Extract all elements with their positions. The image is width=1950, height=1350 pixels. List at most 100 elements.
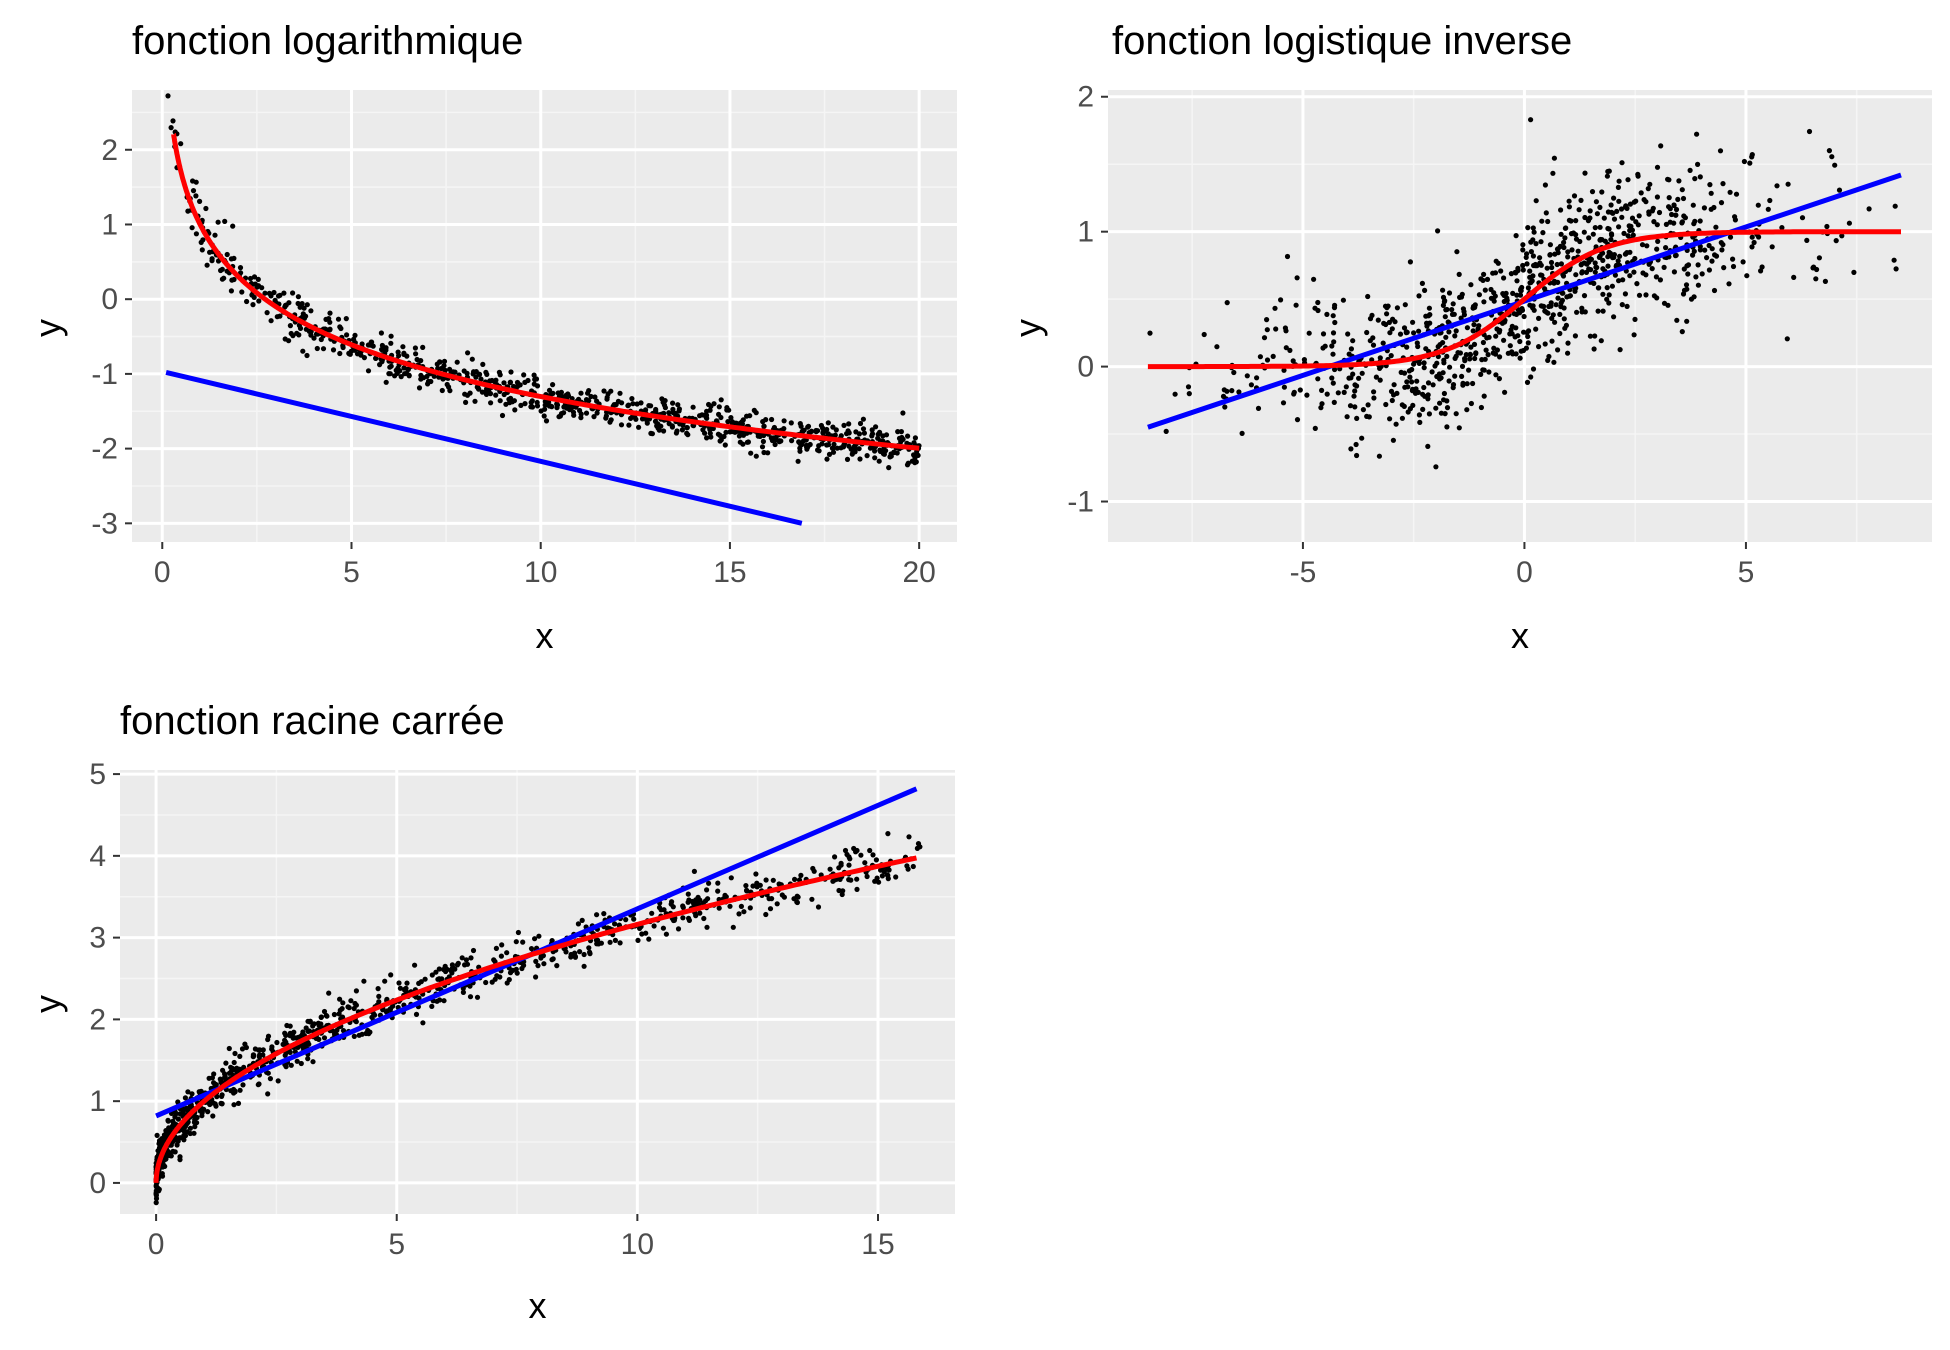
data-point [480, 361, 486, 367]
data-point [1587, 333, 1593, 339]
data-point [911, 440, 917, 446]
data-point [1402, 384, 1408, 390]
data-point [1387, 416, 1393, 422]
data-point [1530, 303, 1536, 309]
data-point [1555, 295, 1561, 301]
data-point [158, 1137, 164, 1143]
data-point [1542, 286, 1548, 292]
data-point [1462, 356, 1468, 362]
data-point [295, 294, 301, 300]
data-point [914, 845, 921, 851]
data-point [337, 1007, 343, 1013]
data-point [321, 1008, 328, 1015]
data-point [1389, 397, 1395, 404]
data-point [736, 433, 743, 439]
data-point [412, 345, 418, 351]
data-point [626, 422, 632, 428]
data-point [1755, 202, 1761, 208]
data-point [219, 1092, 225, 1098]
data-point [251, 274, 258, 280]
data-point [1444, 353, 1450, 359]
data-point [313, 331, 320, 337]
data-point [231, 1059, 237, 1066]
data-point [1364, 413, 1370, 419]
data-point [660, 925, 667, 931]
data-point [1367, 338, 1373, 344]
data-point [376, 993, 382, 999]
data-point [347, 351, 353, 357]
data-point [1220, 393, 1227, 399]
data-point [1356, 375, 1362, 381]
data-point [1533, 241, 1539, 247]
data-point [1559, 290, 1565, 296]
data-point [1422, 287, 1428, 293]
data-point [1512, 334, 1518, 340]
data-point [176, 1135, 182, 1141]
data-point [841, 442, 847, 448]
data-point [1774, 183, 1780, 189]
data-point [514, 970, 520, 976]
data-point [212, 232, 218, 238]
data-point [320, 346, 327, 352]
y-axis-title: y [1007, 319, 1048, 337]
data-point [825, 420, 831, 426]
data-point [1740, 259, 1746, 265]
y-tick-label: -2 [91, 433, 118, 466]
data-point [725, 419, 731, 425]
data-point [1472, 304, 1478, 310]
data-point [1721, 265, 1727, 271]
data-point [402, 371, 408, 377]
data-point [153, 1200, 159, 1206]
data-point [1684, 318, 1690, 324]
data-point [1592, 269, 1598, 275]
data-point [1421, 360, 1427, 366]
data-point [300, 1029, 306, 1035]
data-point [716, 905, 722, 911]
data-point [1335, 390, 1341, 396]
data-point [1476, 323, 1482, 329]
data-point [546, 387, 553, 393]
data-point [308, 308, 314, 314]
data-point [501, 391, 507, 398]
data-point [1622, 291, 1628, 297]
data-point [1669, 211, 1675, 218]
data-point [1539, 218, 1545, 224]
data-point [1730, 256, 1736, 262]
data-point [579, 917, 585, 923]
data-point [1604, 173, 1610, 179]
data-point [265, 1036, 271, 1043]
data-point [497, 974, 503, 980]
data-point [1255, 405, 1262, 411]
data-point [1370, 342, 1377, 348]
data-point [854, 876, 860, 882]
data-point [256, 1047, 262, 1053]
data-point [1501, 337, 1507, 343]
data-point [679, 427, 686, 433]
data-point [781, 894, 788, 900]
data-point [384, 996, 390, 1002]
data-point [290, 290, 296, 296]
data-point [875, 435, 881, 441]
data-point [418, 376, 424, 382]
data-point [223, 1060, 229, 1066]
data-point [488, 400, 494, 406]
data-point [1447, 364, 1453, 370]
data-point [193, 179, 199, 185]
data-point [1806, 128, 1813, 135]
data-point [846, 421, 852, 427]
data-point [1718, 200, 1725, 206]
data-point [406, 372, 412, 378]
plot-panel [120, 770, 955, 1214]
data-point [1695, 262, 1701, 268]
data-point [256, 298, 262, 304]
data-point [728, 875, 734, 881]
data-point [1468, 400, 1474, 407]
data-point [1383, 401, 1389, 408]
data-point [1330, 313, 1336, 319]
data-point [351, 1005, 357, 1012]
data-point [1559, 297, 1565, 303]
data-point [838, 433, 844, 439]
data-point [1231, 369, 1237, 376]
data-point [461, 368, 467, 374]
data-point [1513, 233, 1519, 239]
